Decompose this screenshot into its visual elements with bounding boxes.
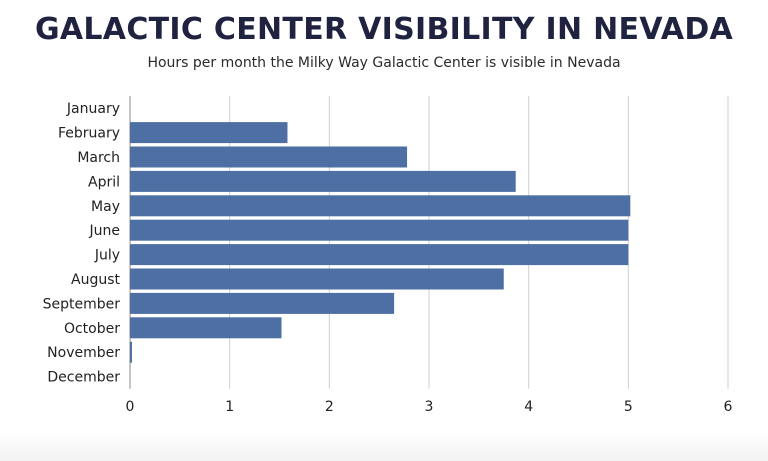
x-tick-label: 1 [225,399,234,415]
bar-november [130,341,132,363]
x-tick-label: 0 [126,399,135,415]
bar-september [130,292,395,314]
category-labels: January February March April May June July Augu… [43,101,121,385]
bar-june [130,219,629,241]
bar-august [130,268,504,290]
bar-october [130,317,282,339]
category-label-may: May [91,199,120,215]
bar-march [130,146,408,168]
category-label-september: September [43,296,121,312]
category-label-november: November [47,345,120,361]
x-tick-label: 2 [325,399,334,415]
bar-april [130,170,516,192]
category-label-august: August [71,272,121,288]
x-tick-labels: 0 1 2 3 4 5 6 [126,399,733,415]
category-label-december: December [47,370,120,386]
category-label-october: October [64,321,120,337]
category-label-april: April [88,174,120,190]
bar-may [130,195,631,217]
chart-subtitle: Hours per month the Milky Way Galactic C… [147,55,621,71]
chart-title: GALACTIC CENTER VISIBILITY IN NEVADA [34,12,734,47]
x-tick-label: 6 [724,399,733,415]
category-label-june: June [89,223,121,239]
category-label-february: February [58,126,120,142]
footer-band [0,431,768,461]
bars [130,122,631,363]
category-label-july: July [94,248,120,264]
gridlines [129,96,729,389]
bar-february [130,122,288,144]
x-tick-label: 5 [624,399,633,415]
x-tick-label: 3 [425,399,434,415]
x-tick-label: 4 [524,399,533,415]
category-label-january: January [66,101,120,117]
category-label-march: March [77,150,120,166]
bar-july [130,244,629,266]
